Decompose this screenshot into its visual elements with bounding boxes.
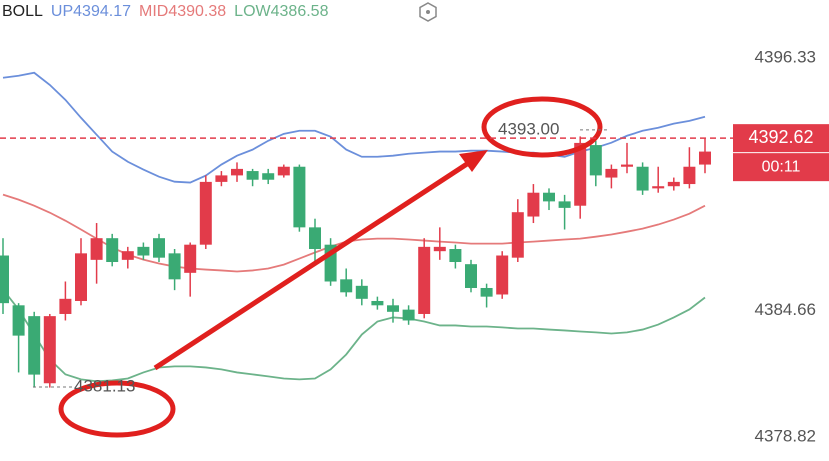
candle-body — [543, 192, 555, 202]
candle-body — [309, 227, 321, 250]
price-tag-label: 4392.62 — [748, 127, 813, 147]
band-line — [2, 71, 706, 184]
candle-body — [75, 253, 87, 301]
candle-body — [184, 244, 197, 273]
candle-body — [90, 238, 103, 260]
candle-body — [121, 251, 134, 260]
candle-body — [340, 279, 353, 293]
legend-value: 4386.58 — [271, 3, 329, 20]
candle-body — [215, 175, 228, 182]
y-tick-label: 4396.33 — [755, 47, 816, 66]
candle-body — [418, 246, 431, 314]
candle-body — [496, 255, 509, 295]
y-tick-label: 4384.66 — [755, 300, 816, 319]
candle-body — [262, 173, 275, 180]
candle-body — [0, 255, 9, 304]
highlight-circle — [481, 96, 603, 158]
candle-body — [683, 166, 696, 185]
candle-body — [605, 168, 618, 178]
candle-body — [371, 300, 384, 306]
candle-body — [199, 181, 212, 245]
candle-body — [652, 186, 665, 189]
highlight-circle — [58, 380, 176, 438]
annotation-label: 4381.13 — [74, 376, 135, 395]
candle-body — [43, 316, 56, 384]
candle-body — [667, 181, 680, 187]
candle-body — [589, 145, 602, 176]
candle-body — [574, 142, 587, 206]
legend-name: LOW — [234, 3, 271, 20]
candle-body — [449, 249, 462, 263]
candle-body — [153, 238, 165, 258]
countdown-tag — [733, 153, 829, 182]
candle-body — [699, 151, 711, 165]
candle-body — [12, 305, 25, 336]
legend-value: 4394.17 — [73, 3, 131, 20]
band-line — [2, 288, 706, 383]
candle-body — [168, 253, 181, 280]
price-tag — [733, 124, 829, 153]
candle-body — [402, 309, 415, 321]
indicator-name: BOLL — [2, 3, 43, 20]
legend-name: MID — [139, 3, 168, 20]
candle-body — [527, 192, 540, 217]
candle-body — [246, 171, 259, 180]
legend-name: UP — [51, 3, 73, 20]
candle-body — [387, 305, 399, 312]
candle-body — [511, 212, 524, 258]
indicator-header: BOLL UP4394.17 MID4390.38 LOW4386.58 — [2, 3, 329, 20]
countdown-label: 00:11 — [762, 158, 801, 175]
candle-body — [293, 166, 306, 228]
settings-icon[interactable] — [419, 2, 437, 22]
candle-body — [636, 166, 649, 191]
arrow-head — [459, 150, 488, 172]
candle-body — [137, 246, 150, 256]
candle-body — [28, 316, 41, 375]
candle-body — [480, 287, 493, 297]
candle-body — [558, 201, 571, 208]
annotation-label: 4393.00 — [498, 119, 559, 138]
candle-body — [465, 264, 477, 288]
legend-value: 4390.38 — [168, 3, 226, 20]
candle-body — [355, 285, 368, 299]
arrow-shaft — [153, 159, 472, 371]
candle-body — [621, 164, 633, 167]
plot — [0, 71, 711, 388]
settings-icon-dot — [426, 10, 430, 14]
candle-body — [433, 246, 446, 252]
candle-body — [277, 166, 290, 176]
candle-body — [106, 238, 119, 263]
candle-body — [231, 168, 243, 176]
y-tick-label: 4378.82 — [755, 426, 816, 445]
candle-body — [59, 298, 72, 314]
